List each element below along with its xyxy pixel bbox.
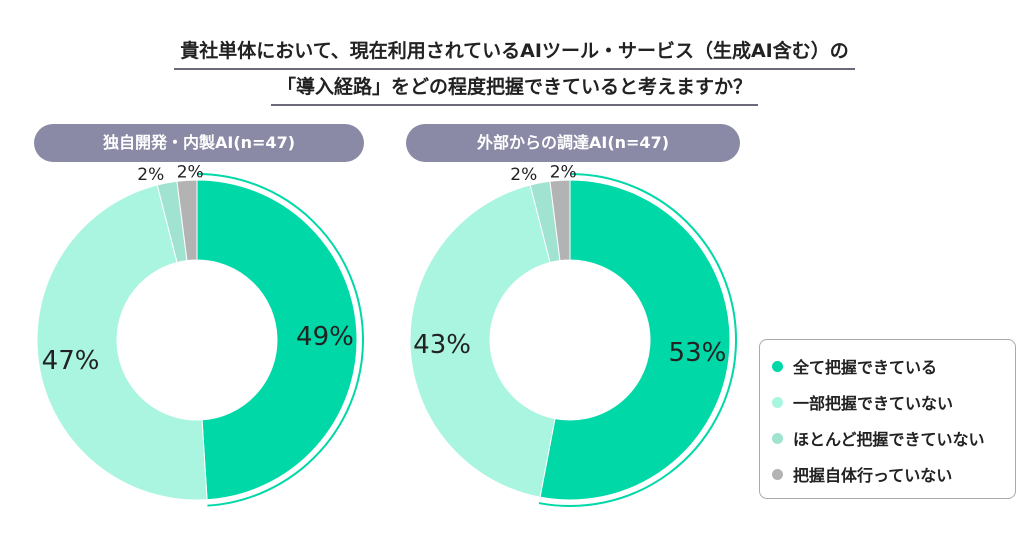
legend-dot: [772, 360, 783, 372]
data-label: 2%: [510, 165, 537, 185]
data-label: 43%: [413, 330, 471, 360]
donut-slice: [409, 184, 556, 498]
legend-item: ほとんど把握できていない: [772, 420, 1003, 456]
legend-item: 全て把握できている: [772, 348, 1003, 384]
highlight-ring: [538, 173, 737, 507]
legend-dot: [772, 432, 783, 444]
data-label: 53%: [669, 338, 727, 368]
data-label: 47%: [42, 346, 100, 376]
legend: 全て把握できている 一部把握できていない ほとんど把握できていない 把握自体行っ…: [759, 339, 1016, 499]
legend-dot: [772, 468, 783, 480]
legend-label: 把握自体行っていない: [793, 466, 953, 485]
data-label: 2%: [550, 162, 577, 182]
donut-slice: [539, 179, 731, 501]
highlight-ring: [196, 173, 364, 507]
data-label: 49%: [296, 322, 354, 352]
legend-item: 一部把握できていない: [772, 384, 1003, 420]
donut-slice: [549, 179, 571, 262]
title-line-1: 貴社単体において、現在利用されているAIツール・サービス（生成AI含む）の: [0, 36, 1029, 70]
data-label: 2%: [137, 165, 164, 185]
donut-slice: [196, 179, 358, 501]
legend-label: 一部把握できていない: [793, 394, 954, 413]
title-line-2: 「導入経路」をどの程度把握できていると考えますか？: [0, 72, 1029, 106]
legend-item: 把握自体行っていない: [772, 456, 1003, 492]
chart-title-external: 外部からの調達AI(n=47): [406, 124, 740, 162]
legend-label: ほとんど把握できていない: [793, 430, 985, 449]
donut-slice: [176, 179, 198, 262]
legend-label: 全て把握できている: [793, 358, 938, 377]
chart-title-inhouse: 独自開発・内製AI(n=47): [34, 124, 364, 162]
donut-slice: [36, 184, 208, 501]
data-label: 2%: [177, 162, 204, 182]
legend-dot: [772, 396, 783, 408]
